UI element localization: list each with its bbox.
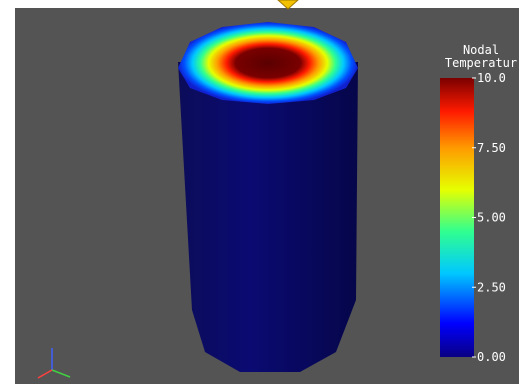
cylinder-body xyxy=(178,62,358,372)
tick-label: 0.00 xyxy=(477,350,506,364)
colorbar-title: Temperatur xyxy=(445,56,517,70)
colorbar-title: Nodal xyxy=(463,43,499,57)
tick-label: 5.00 xyxy=(477,211,506,225)
tick-label: 2.50 xyxy=(477,280,506,294)
tick-label: 7.50 xyxy=(477,141,506,155)
viewport: NodalTemperatur10.0 7.50 5.00 2.50 0.00 xyxy=(0,0,519,384)
tick-label: 10.0 xyxy=(477,71,506,85)
marker-icon xyxy=(278,0,298,9)
colorbar xyxy=(440,78,474,357)
